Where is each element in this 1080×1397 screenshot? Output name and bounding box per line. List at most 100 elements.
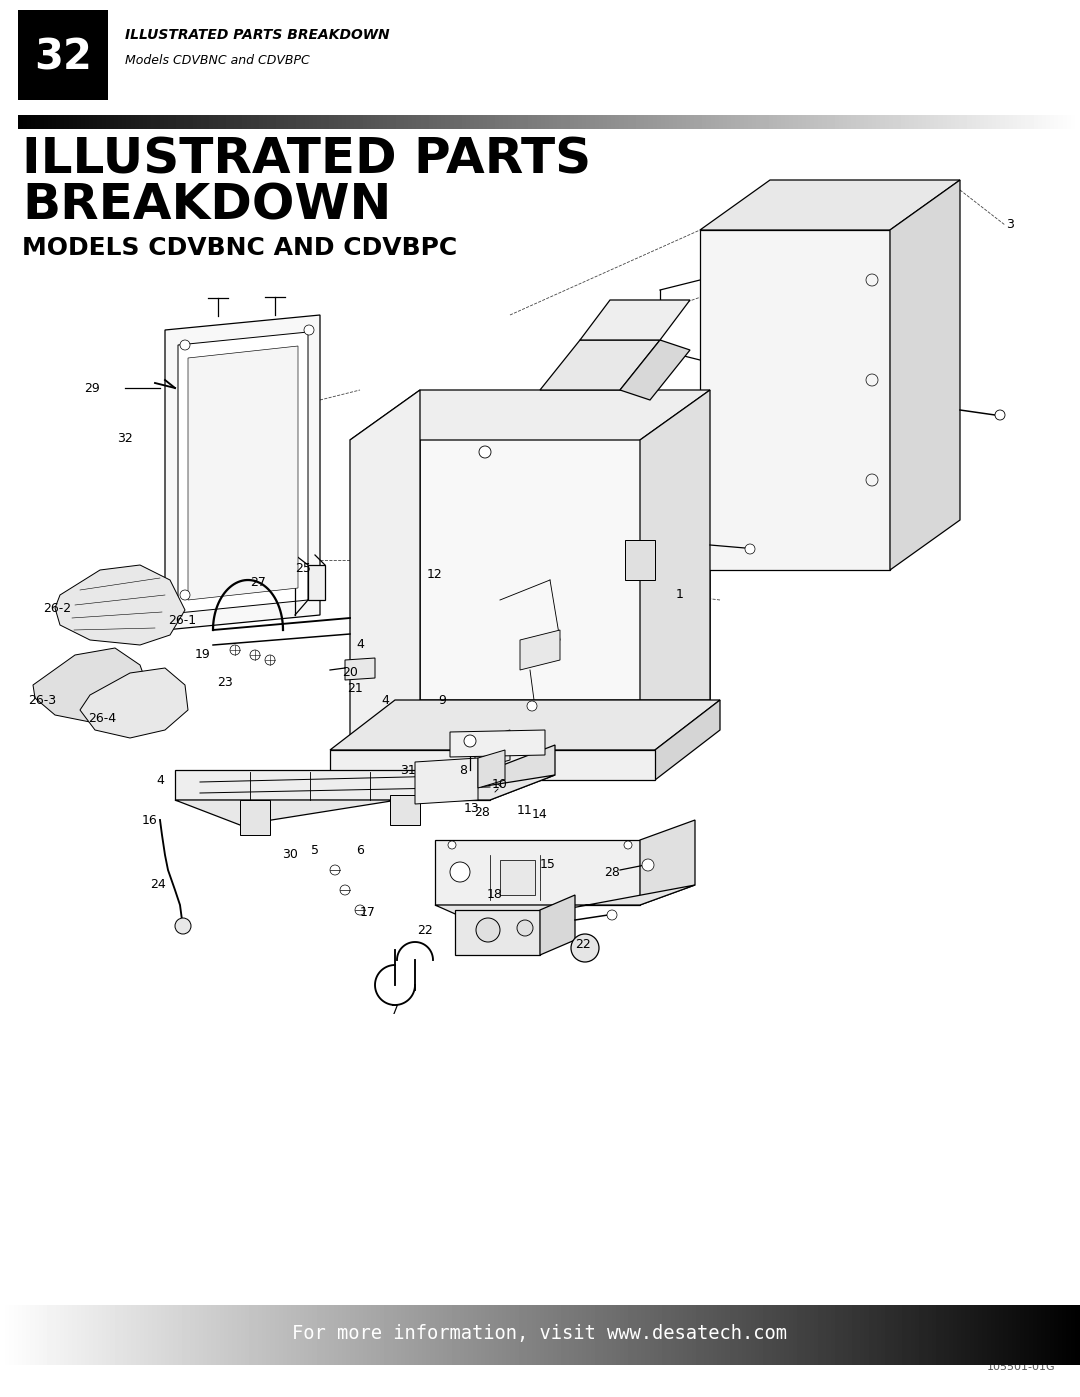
Polygon shape bbox=[654, 700, 720, 780]
Circle shape bbox=[476, 918, 500, 942]
Text: 9: 9 bbox=[438, 693, 446, 707]
Polygon shape bbox=[350, 700, 710, 750]
Circle shape bbox=[175, 918, 191, 935]
Text: 16: 16 bbox=[143, 813, 158, 827]
Polygon shape bbox=[165, 314, 320, 630]
Text: ILLUSTRATED PARTS BREAKDOWN: ILLUSTRATED PARTS BREAKDOWN bbox=[125, 28, 390, 42]
Circle shape bbox=[527, 701, 537, 711]
Text: 15: 15 bbox=[540, 859, 556, 872]
Polygon shape bbox=[700, 231, 890, 570]
Text: 26-1: 26-1 bbox=[167, 613, 197, 626]
Text: 13: 13 bbox=[464, 802, 480, 814]
Text: 29: 29 bbox=[84, 381, 99, 394]
Text: 5: 5 bbox=[311, 844, 319, 856]
Polygon shape bbox=[435, 886, 696, 925]
Polygon shape bbox=[330, 700, 720, 750]
Text: 26-4: 26-4 bbox=[87, 711, 116, 725]
Circle shape bbox=[571, 935, 599, 963]
Circle shape bbox=[450, 862, 470, 882]
Text: 10: 10 bbox=[492, 778, 508, 792]
Polygon shape bbox=[350, 390, 420, 750]
Polygon shape bbox=[33, 648, 150, 722]
Polygon shape bbox=[420, 390, 710, 700]
Polygon shape bbox=[415, 759, 478, 805]
Text: 28: 28 bbox=[604, 866, 620, 879]
Polygon shape bbox=[475, 731, 510, 770]
Circle shape bbox=[303, 326, 314, 335]
Polygon shape bbox=[390, 795, 420, 826]
Text: 1: 1 bbox=[676, 588, 684, 602]
Polygon shape bbox=[540, 339, 660, 390]
Polygon shape bbox=[175, 770, 490, 800]
Text: 26-3: 26-3 bbox=[28, 693, 56, 707]
Polygon shape bbox=[620, 339, 690, 400]
Polygon shape bbox=[640, 390, 710, 750]
Polygon shape bbox=[500, 861, 535, 895]
Polygon shape bbox=[478, 750, 505, 788]
Text: 105501-01G: 105501-01G bbox=[986, 1362, 1055, 1372]
Polygon shape bbox=[330, 750, 654, 780]
Circle shape bbox=[249, 650, 260, 659]
Text: 22: 22 bbox=[417, 923, 433, 936]
Text: 11: 11 bbox=[517, 803, 532, 816]
Circle shape bbox=[180, 339, 190, 351]
Circle shape bbox=[745, 543, 755, 555]
Text: 6: 6 bbox=[356, 844, 364, 856]
Polygon shape bbox=[580, 300, 690, 339]
Text: ILLUSTRATED PARTS: ILLUSTRATED PARTS bbox=[22, 136, 591, 184]
Polygon shape bbox=[308, 564, 325, 599]
Bar bbox=[18, 10, 108, 101]
Circle shape bbox=[448, 841, 456, 849]
Circle shape bbox=[355, 905, 365, 915]
Polygon shape bbox=[178, 332, 308, 613]
Text: 22: 22 bbox=[576, 939, 591, 951]
Circle shape bbox=[866, 274, 878, 286]
Polygon shape bbox=[519, 630, 561, 671]
Text: 12: 12 bbox=[427, 569, 443, 581]
Text: 27: 27 bbox=[251, 576, 266, 588]
Text: For more information, visit www.desatech.com: For more information, visit www.desatech… bbox=[293, 1324, 787, 1344]
Polygon shape bbox=[175, 775, 555, 826]
Circle shape bbox=[995, 409, 1005, 420]
Circle shape bbox=[480, 446, 491, 458]
Text: 25: 25 bbox=[295, 562, 311, 574]
Text: 4: 4 bbox=[157, 774, 164, 787]
Text: 8: 8 bbox=[459, 764, 467, 777]
Text: 28: 28 bbox=[474, 806, 490, 819]
Text: 20: 20 bbox=[342, 665, 357, 679]
Text: 4: 4 bbox=[356, 638, 364, 651]
Circle shape bbox=[230, 645, 240, 655]
Polygon shape bbox=[625, 541, 654, 580]
Text: 4: 4 bbox=[381, 693, 389, 707]
Polygon shape bbox=[540, 895, 575, 956]
Text: 31: 31 bbox=[400, 764, 416, 777]
Text: Models CDVBNC and CDVBPC: Models CDVBNC and CDVBPC bbox=[125, 53, 310, 67]
Circle shape bbox=[265, 655, 275, 665]
Polygon shape bbox=[55, 564, 185, 645]
Text: 18: 18 bbox=[487, 888, 503, 901]
Text: 3: 3 bbox=[1007, 218, 1014, 232]
Text: 26-2: 26-2 bbox=[43, 602, 71, 615]
Circle shape bbox=[866, 474, 878, 486]
Polygon shape bbox=[890, 180, 960, 570]
Circle shape bbox=[607, 909, 617, 921]
Circle shape bbox=[624, 841, 632, 849]
Polygon shape bbox=[240, 800, 270, 835]
Text: 14: 14 bbox=[532, 809, 548, 821]
Polygon shape bbox=[455, 909, 540, 956]
Polygon shape bbox=[435, 840, 640, 905]
Circle shape bbox=[464, 735, 476, 747]
Circle shape bbox=[180, 590, 190, 599]
Circle shape bbox=[340, 886, 350, 895]
Polygon shape bbox=[450, 731, 545, 757]
Text: 24: 24 bbox=[150, 879, 166, 891]
Text: 17: 17 bbox=[360, 905, 376, 918]
Polygon shape bbox=[80, 668, 188, 738]
Circle shape bbox=[866, 374, 878, 386]
Text: BREAKDOWN: BREAKDOWN bbox=[22, 182, 391, 229]
Polygon shape bbox=[345, 658, 375, 680]
Text: 23: 23 bbox=[217, 676, 233, 689]
Text: 30: 30 bbox=[282, 848, 298, 862]
Circle shape bbox=[642, 859, 654, 870]
Text: 21: 21 bbox=[347, 682, 363, 694]
